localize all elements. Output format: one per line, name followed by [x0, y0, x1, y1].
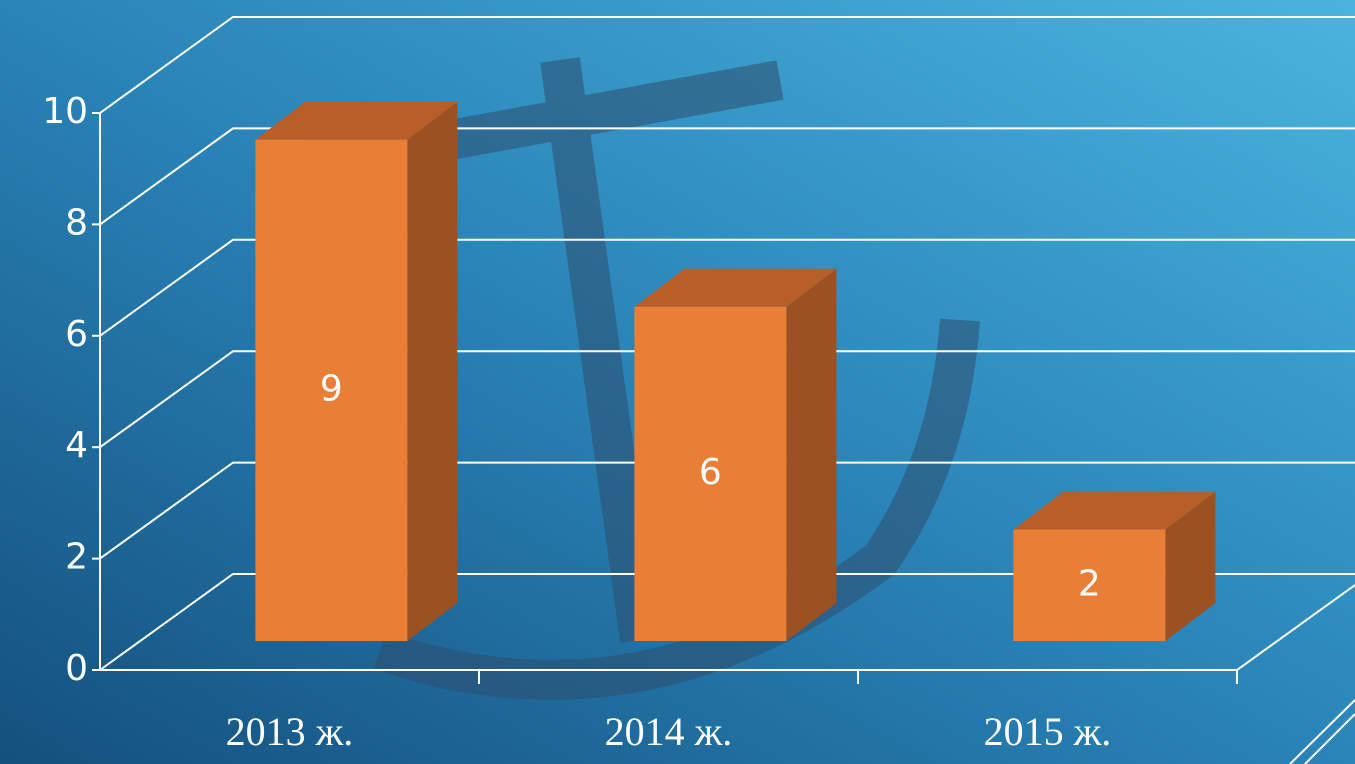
bar-side	[1165, 491, 1216, 641]
x-tick-label: 2015 ж.	[984, 709, 1112, 754]
y-tick-label: 8	[65, 202, 88, 243]
x-tick-label: 2013 ж.	[226, 709, 354, 754]
data-label: 6	[699, 452, 722, 493]
data-label: 9	[320, 368, 343, 409]
bar-side	[407, 101, 458, 641]
y-tick-label: 2	[65, 537, 88, 578]
y-tick-label: 0	[65, 648, 88, 689]
grid-line	[99, 350, 1355, 449]
y-tick-label: 10	[42, 91, 88, 132]
bar-top	[1013, 491, 1216, 530]
grid-line	[99, 461, 1355, 560]
x-tick-label: 2014 ж.	[605, 709, 733, 754]
y-tick-label: 4	[65, 425, 88, 466]
bar-side	[786, 268, 837, 641]
bar	[634, 306, 787, 641]
bar-top	[634, 268, 837, 307]
grid-line	[99, 127, 1355, 226]
bar	[255, 139, 408, 641]
grid-line	[99, 16, 1355, 114]
y-tick-label: 6	[65, 314, 88, 355]
grid-line	[99, 573, 1355, 671]
bar-top	[255, 101, 458, 140]
data-label: 2	[1078, 563, 1101, 604]
corner-decoration	[1289, 699, 1355, 764]
bar	[1013, 529, 1166, 641]
grid-line	[99, 238, 1355, 337]
